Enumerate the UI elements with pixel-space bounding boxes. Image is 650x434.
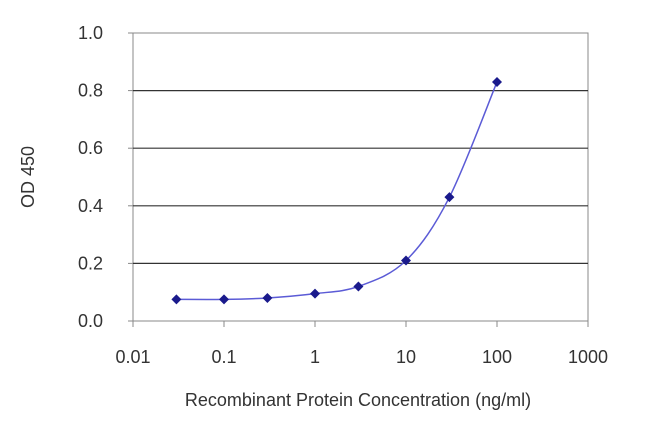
- data-point-0: [171, 294, 182, 305]
- data-points: [171, 76, 502, 305]
- y-axis: 0.0 0.2 0.4 0.6 0.8 1.0: [78, 23, 133, 331]
- y-tick-label-4: 0.8: [78, 81, 103, 101]
- y-axis-title: OD 450: [18, 146, 38, 208]
- x-axis: 0.01 0.1 1 10 100 1000: [115, 321, 608, 367]
- plot-area: [132, 32, 589, 322]
- x-tick-label-2: 1: [310, 347, 320, 367]
- x-tick-label-1: 0.1: [211, 347, 236, 367]
- x-tick-label-3: 10: [396, 347, 416, 367]
- y-tick-label-0: 0.0: [78, 311, 103, 331]
- y-tick-label-3: 0.6: [78, 138, 103, 158]
- x-tick-label-0: 0.01: [115, 347, 150, 367]
- y-tick-label-2: 0.4: [78, 196, 103, 216]
- x-tick-label-4: 100: [482, 347, 512, 367]
- x-axis-title: Recombinant Protein Concentration (ng/ml…: [185, 390, 531, 410]
- gridlines: [133, 89, 588, 264]
- y-tick-label-1: 0.2: [78, 253, 103, 273]
- data-point-1: [219, 294, 229, 305]
- data-point-2: [262, 292, 273, 303]
- data-point-4: [353, 281, 364, 292]
- data-point-6: [444, 192, 455, 203]
- data-point-5: [401, 255, 411, 266]
- data-point-7: [492, 76, 502, 87]
- fit-curve: [176, 81, 498, 301]
- x-tick-label-5: 1000: [568, 347, 608, 367]
- data-point-3: [310, 288, 320, 299]
- y-tick-label-5: 1.0: [78, 23, 103, 43]
